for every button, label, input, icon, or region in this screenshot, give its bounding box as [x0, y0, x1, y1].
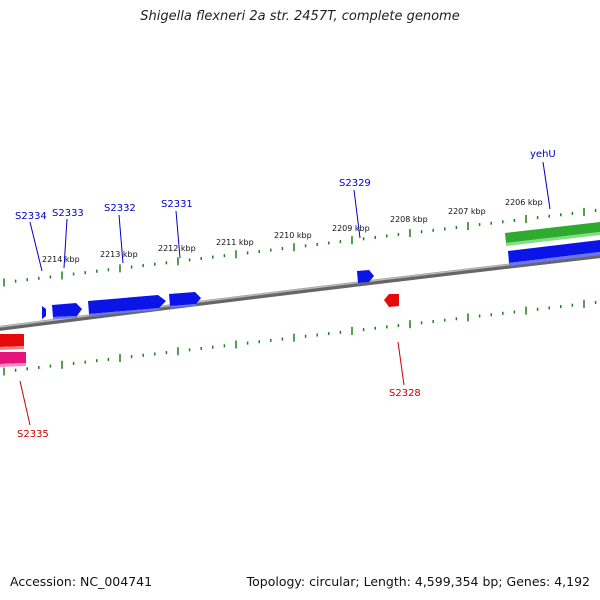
leader-S2334: [29, 221, 43, 272]
gene-feature-S2334[interactable]: [42, 306, 46, 319]
leader-S2332: [118, 214, 124, 264]
gene-feature-rna-shadow: [506, 232, 600, 246]
gene-feature-S2335[interactable]: [0, 334, 24, 347]
gene-feature-S2332[interactable]: [88, 295, 166, 314]
gene-label-yehU[interactable]: yehU: [530, 149, 556, 160]
leader-S2329: [353, 189, 361, 239]
kbp-label-2213: 2213 kbp: [100, 250, 138, 259]
gene-feature-S2333-shadow: [53, 316, 77, 319]
genome-backbone: [0, 253, 600, 331]
gene-feature-yehU-cds[interactable]: [508, 240, 600, 263]
map-title: Shigella flexneri 2a str. 2457T, complet…: [140, 9, 460, 24]
leader-S2328: [397, 341, 405, 386]
gene-label-S2328[interactable]: S2328: [389, 388, 421, 399]
gene-feature-yehU-cds-shadow: [509, 252, 600, 266]
gene-feature-S2331[interactable]: [169, 292, 201, 306]
leader-yehU: [542, 161, 551, 210]
kbp-label-2207: 2207 kbp: [448, 207, 486, 216]
gene-feature-S2328[interactable]: [384, 294, 399, 307]
leader-S2333: [63, 218, 68, 269]
gene-label-S2335[interactable]: S2335: [17, 429, 49, 440]
kbp-label-2206: 2206 kbp: [505, 198, 543, 207]
kbp-label-2210: 2210 kbp: [274, 231, 312, 240]
reverse-gene-track: [0, 294, 399, 367]
gene-label-S2334[interactable]: S2334: [15, 211, 47, 222]
lower-tick-row: [3, 299, 597, 376]
kbp-label-2208: 2208 kbp: [390, 215, 428, 224]
label-leaders: [19, 161, 551, 426]
gene-label-S2332[interactable]: S2332: [104, 203, 136, 214]
kbp-label-2214: 2214 kbp: [42, 255, 80, 264]
leader-S2335: [19, 380, 31, 426]
gene-feature-S2332-shadow: [89, 308, 159, 316]
gene-label-S2329[interactable]: S2329: [339, 178, 371, 189]
gene-label-S2331[interactable]: S2331: [161, 199, 193, 210]
accession-text: Accession: NC_004741: [10, 574, 153, 589]
gene-feature-pseudo-shadow: [0, 363, 26, 367]
kbp-label-2211: 2211 kbp: [216, 238, 254, 247]
topology-text: Topology: circular; Length: 4,599,354 bp…: [246, 574, 590, 589]
gene-feature-S2335-shadow: [0, 346, 24, 350]
gene-feature-S2331-shadow: [170, 304, 196, 308]
leader-S2331: [175, 210, 181, 259]
gene-feature-pseudo[interactable]: [0, 352, 26, 364]
gene-feature-S2329[interactable]: [357, 270, 374, 283]
gene-feature-rna[interactable]: [505, 222, 600, 243]
kbp-label-2209: 2209 kbp: [332, 224, 370, 233]
gene-feature-S2333[interactable]: [52, 303, 82, 317]
gene-label-S2333[interactable]: S2333: [52, 208, 84, 219]
upper-tick-row: [3, 207, 597, 287]
forward-gene-track: [42, 222, 600, 319]
kbp-label-2212: 2212 kbp: [158, 244, 196, 253]
